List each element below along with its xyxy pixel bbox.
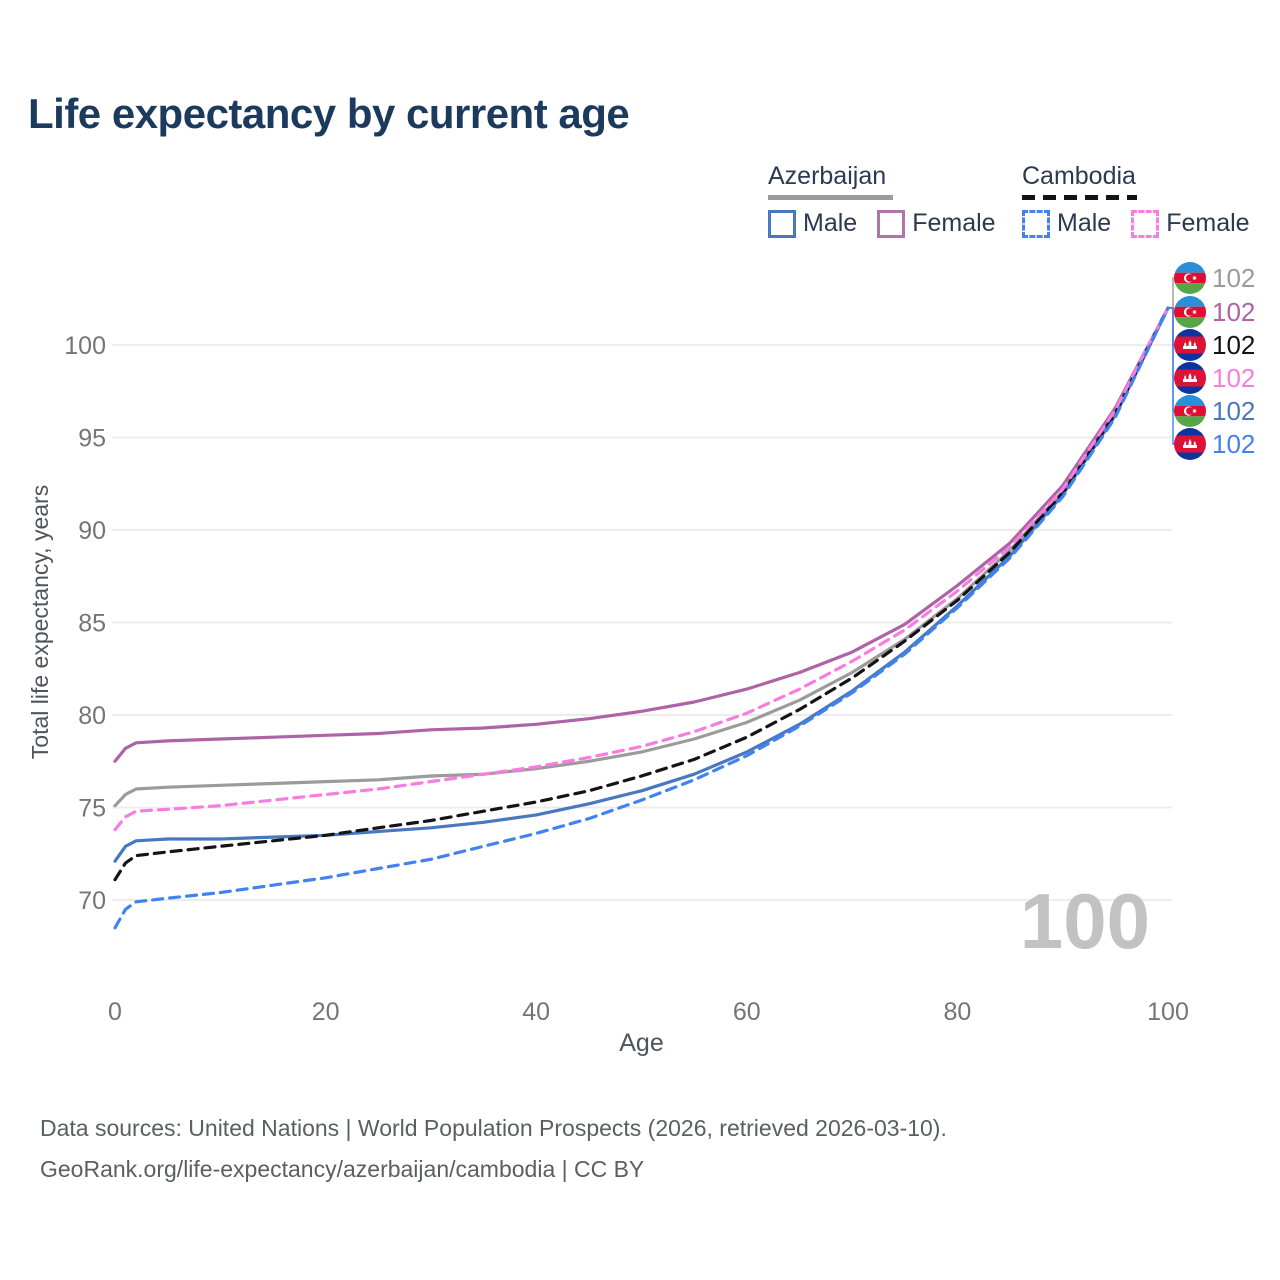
legend-item-cambodia-male[interactable]: Male [1022,209,1111,238]
cambodia-flag-icon [1174,329,1206,361]
y-tick-label: 75 [78,795,106,823]
series-line-az_all [113,306,1170,808]
end-value-label-az_all: 102 [1212,263,1255,293]
end-value-label-az_female: 102 [1212,297,1255,327]
y-tick-label: 95 [78,425,106,453]
end-value-label-cam_all: 102 [1212,330,1255,360]
azerbaijan-flag-icon [1174,262,1206,294]
azerbaijan-flag-icon [1174,395,1206,427]
age-counter-watermark: 100 [1020,877,1150,965]
x-axis-title: Age [619,1029,663,1057]
x-tick-label: 0 [108,998,122,1026]
x-tick-label: 20 [312,998,340,1026]
azerbaijan-female-swatch-icon [877,209,906,238]
legend-item-azerbaijan-male[interactable]: Male [768,209,857,238]
cambodia-flag-icon [1174,428,1206,460]
end-value-label-az_male: 102 [1212,396,1255,426]
x-tick-label: 40 [522,998,550,1026]
legend-label: Male [1057,209,1112,237]
series-line-cam_all [113,306,1170,882]
series-line-cam_male [113,306,1170,930]
x-tick-label: 60 [733,998,761,1026]
footer: Data sources: United Nations | World Pop… [40,1108,947,1190]
legend-label: Male [803,209,858,237]
legend-country-cambodia: Cambodia [1022,162,1136,190]
cambodia-female-swatch-icon [1131,209,1160,238]
x-tick-label: 80 [943,998,971,1026]
y-tick-label: 85 [78,610,106,638]
legend-label: Female [1166,209,1250,237]
legend-item-azerbaijan-female[interactable]: Female [877,209,996,238]
legend-line-style-solid [768,195,893,200]
footer-data-sources: Data sources: United Nations | World Pop… [40,1115,947,1141]
end-value-label-cam_female: 102 [1212,363,1255,393]
series-line-az_female [113,306,1170,763]
page-title: Life expectancy by current age [28,90,630,137]
azerbaijan-male-swatch-icon [768,209,796,238]
y-tick-label: 90 [78,517,106,545]
end-value-label-cam_male: 102 [1212,429,1255,459]
y-tick-label: 100 [64,332,106,360]
series-line-cam_female [113,306,1170,832]
azerbaijan-flag-icon [1174,296,1206,328]
footer-attribution: GeoRank.org/life-expectancy/azerbaijan/c… [40,1156,645,1182]
cambodia-flag-icon [1174,362,1206,394]
legend-group-azerbaijan: Azerbaijan Male Female [768,162,996,238]
series-line-az_male [113,306,1170,863]
legend-group-cambodia: Cambodia Male Female [1022,162,1250,238]
y-tick-label: 70 [78,887,106,915]
legend-country-azerbaijan: Azerbaijan [768,162,887,190]
legend-line-style-dashed [1022,195,1137,200]
x-tick-label: 100 [1147,998,1189,1026]
y-axis-title: Total life expectancy, years [27,485,53,759]
y-tick-label: 80 [78,702,106,730]
cambodia-male-swatch-icon [1022,209,1050,238]
legend-label: Female [912,209,996,237]
legend-item-cambodia-female[interactable]: Female [1131,209,1250,238]
